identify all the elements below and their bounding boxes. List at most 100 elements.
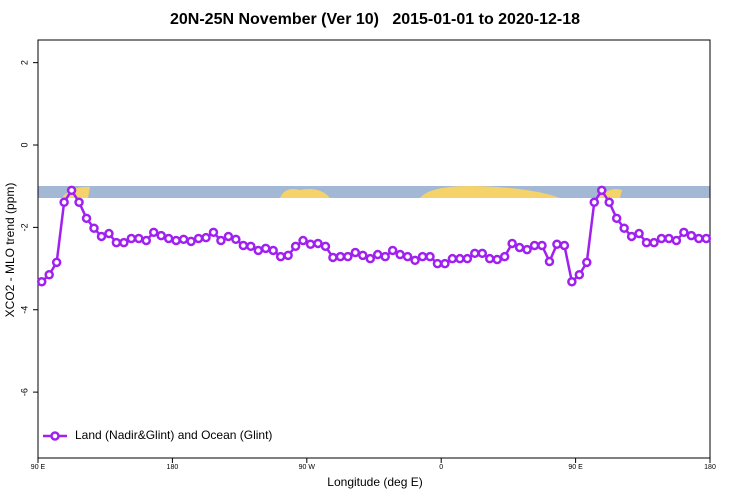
data-point xyxy=(499,251,510,262)
data-point xyxy=(387,245,398,256)
data-point xyxy=(514,242,525,253)
data-point xyxy=(365,253,376,264)
data-point xyxy=(679,227,689,238)
data-point xyxy=(253,245,264,256)
data-point xyxy=(574,269,585,280)
plot-frame xyxy=(37,39,711,459)
data-point xyxy=(260,243,271,254)
data-point xyxy=(417,251,428,262)
chart-title: 20N-25N November (Ver 10) 2015-01-01 to … xyxy=(170,11,580,28)
data-point xyxy=(470,248,480,259)
data-point xyxy=(358,250,368,261)
data-point xyxy=(582,257,592,268)
data-point xyxy=(425,251,435,262)
data-point xyxy=(119,237,129,248)
data-point xyxy=(537,240,547,251)
data-point xyxy=(335,251,346,262)
data-point xyxy=(671,235,682,246)
data-point xyxy=(596,185,607,196)
x-tick-label: 0 xyxy=(439,464,443,471)
data-point xyxy=(372,249,383,260)
x-tick-label: 90 E xyxy=(568,464,583,471)
x-tick-label: 90 W xyxy=(299,464,316,471)
data-point xyxy=(290,241,301,252)
data-point xyxy=(589,197,600,208)
data-point xyxy=(343,251,353,262)
data-point xyxy=(66,185,77,196)
data-point xyxy=(701,233,712,244)
data-point xyxy=(59,197,69,208)
data-point xyxy=(455,253,465,264)
data-point xyxy=(305,239,316,250)
x-tick-label: 180 xyxy=(704,464,716,471)
data-point xyxy=(626,231,637,242)
data-point xyxy=(552,239,562,250)
data-point xyxy=(238,240,249,251)
data-point xyxy=(410,255,420,266)
data-point xyxy=(141,235,152,246)
data-point xyxy=(163,233,174,244)
data-point xyxy=(74,197,84,208)
data-point xyxy=(126,233,137,244)
data-point xyxy=(328,252,338,263)
data-point xyxy=(320,241,331,252)
data-point xyxy=(380,251,390,262)
data-point xyxy=(231,234,241,245)
data-point xyxy=(484,253,495,264)
y-tick-label: 0 xyxy=(19,143,29,148)
data-point xyxy=(447,253,458,264)
data-point xyxy=(432,258,443,269)
data-point xyxy=(283,250,293,261)
data-point xyxy=(96,231,107,242)
data-point xyxy=(268,245,278,256)
data-point xyxy=(134,233,144,244)
legend-marker xyxy=(50,431,60,441)
data-point xyxy=(544,256,555,267)
data-point xyxy=(104,228,114,239)
y-tick-label: -6 xyxy=(19,388,29,396)
data-point xyxy=(216,235,226,246)
data-point xyxy=(619,223,629,233)
data-point xyxy=(148,227,159,238)
data-point xyxy=(89,223,99,233)
data-point xyxy=(694,233,704,244)
data-point xyxy=(171,235,181,246)
x-axis-label: Longitude (deg E) xyxy=(327,475,422,489)
data-point xyxy=(395,249,405,260)
data-point xyxy=(567,276,577,287)
data-point xyxy=(178,234,189,245)
data-point xyxy=(186,236,196,247)
data-point xyxy=(641,237,652,248)
data-point xyxy=(275,251,286,262)
data-point xyxy=(208,227,219,238)
data-point xyxy=(529,240,540,251)
x-tick-label: 90 E xyxy=(31,464,46,471)
data-point xyxy=(223,231,234,242)
data-point xyxy=(559,240,570,251)
data-point xyxy=(492,254,502,265)
data-point xyxy=(664,233,674,244)
data-point xyxy=(402,251,413,262)
data-point xyxy=(522,244,532,255)
x-tick-label: 180 xyxy=(167,464,179,471)
data-point xyxy=(81,213,92,224)
y-axis-label: XCO2 - MLO trend (ppm) xyxy=(3,183,17,318)
data-point xyxy=(611,213,622,224)
data-point xyxy=(634,228,644,239)
data-point xyxy=(298,235,308,246)
data-point xyxy=(462,253,473,264)
y-tick-label: 2 xyxy=(19,60,29,65)
data-point xyxy=(477,248,488,259)
data-point xyxy=(440,258,450,269)
y-tick-label: -4 xyxy=(19,306,29,314)
data-point xyxy=(246,241,256,252)
data-point xyxy=(350,247,361,258)
data-point xyxy=(36,276,47,287)
data-point xyxy=(201,232,211,243)
data-point xyxy=(156,230,166,241)
data-point xyxy=(604,197,614,208)
y-tick-label: -2 xyxy=(19,223,29,231)
legend-label: Land (Nadir&Glint) and Ocean (Glint) xyxy=(75,428,272,442)
map-strip xyxy=(38,186,710,198)
